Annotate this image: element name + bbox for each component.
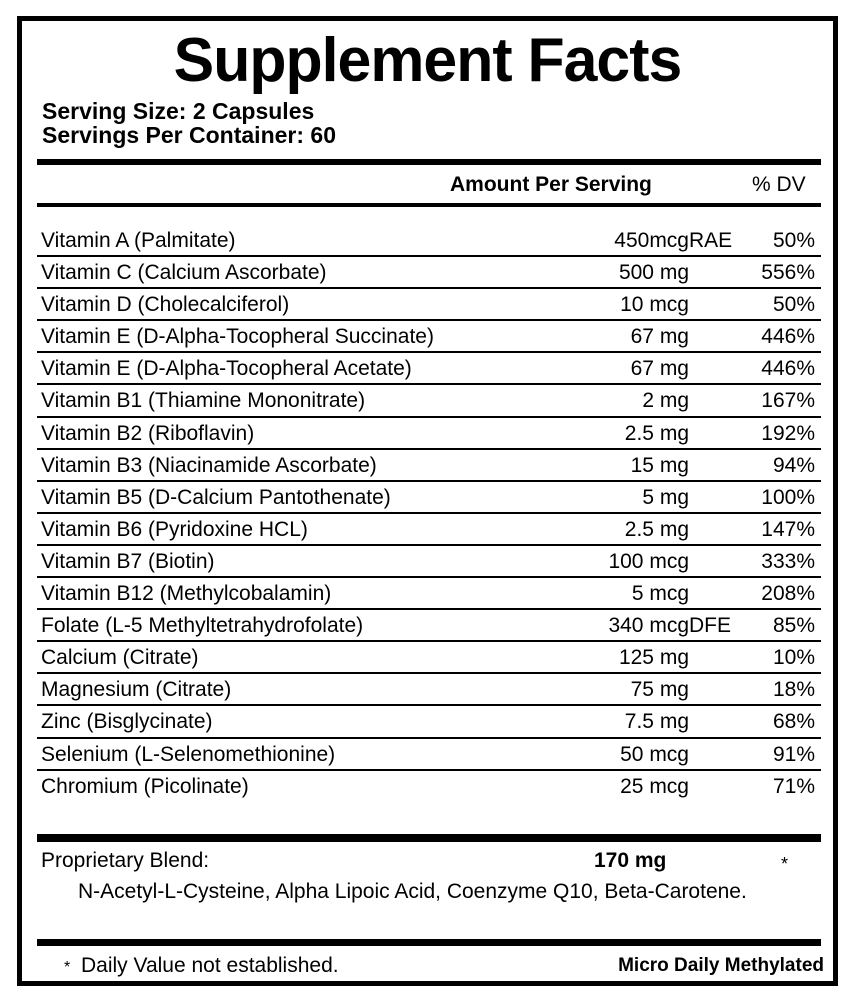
nutrient-dv: 91%: [772, 742, 815, 766]
nutrient-dv: 147%: [761, 517, 815, 541]
nutrient-dv: 71%: [772, 774, 815, 798]
nutrient-amount: 500 mg: [618, 261, 689, 285]
nutrient-amount: 25 mcg: [620, 774, 689, 798]
nutrient-name: Vitamin E (D-Alpha-Tocopheral Acetate): [41, 357, 412, 381]
nutrient-row: Vitamin E (D-Alpha-Tocopheral Succinate)…: [37, 321, 821, 354]
nutrient-row: Vitamin B5 (D-Calcium Pantothenate) 5 mg 1…: [37, 482, 821, 514]
nutrient-amount: 2.5 mg: [624, 517, 689, 541]
nutrient-dv: 18%: [772, 678, 815, 702]
nutrient-row: Vitamin D (Cholecalciferol) 10 mcg 50%: [37, 289, 821, 322]
nutrient-amount: 340 mcg: [608, 614, 689, 638]
nutrient-amount: 2.5 mg: [624, 421, 689, 445]
nutrient-row: Calcium (Citrate) 125 mg 10%: [37, 642, 821, 675]
nutrient-name: Vitamin B5 (D-Calcium Pantothenate): [41, 485, 391, 509]
nutrient-name: Vitamin B3 (Niacinamide Ascorbate): [41, 453, 377, 477]
nutrient-amount: 100 mcg: [608, 549, 689, 573]
nutrient-amount: 7.5 mg: [624, 710, 689, 734]
nutrient-name: Vitamin B2 (Riboflavin): [41, 421, 255, 445]
nutrient-amount: 450mcg: [614, 229, 689, 252]
divider-thick: [37, 834, 821, 842]
nutrient-amount: 75 mg: [630, 678, 689, 702]
nutrient-amount: 125 mg: [618, 646, 689, 670]
panel-title: Supplement Facts: [173, 26, 683, 95]
nutrient-name: Zinc (Bisglycinate): [41, 710, 213, 734]
product-name: Micro Daily Methylated: [618, 955, 824, 976]
nutrient-name: Vitamin E (D-Alpha-Tocopheral Succinate): [41, 325, 434, 349]
nutrient-dv: 68%: [772, 710, 815, 734]
nutrient-unit: RAE: [689, 229, 733, 252]
nutrient-row: Folate (L-5 Methyltetrahydrofolate) 340 m…: [37, 610, 821, 643]
nutrient-name: Vitamin A (Palmitate): [41, 229, 236, 252]
blend-name: Proprietary Blend:: [41, 849, 210, 872]
nutrient-row: Vitamin B3 (Niacinamide Ascorbate) 15 mg 9…: [37, 450, 821, 482]
nutrient-amount: 67 mg: [630, 325, 689, 349]
nutrient-dv: 446%: [761, 325, 815, 349]
nutrient-name: Vitamin B1 (Thiamine Mononitrate): [41, 389, 366, 413]
blend-dv: *: [781, 854, 789, 874]
divider-thick: [37, 939, 821, 946]
serving-info: Serving Size: 2 Capsules Servings Per Co…: [42, 99, 336, 147]
nutrient-dv: 94%: [772, 453, 815, 477]
blend-ingredients: N-Acetyl-L-Cysteine, Alpha Lipoic Acid, …: [78, 880, 747, 903]
nutrient-dv: 167%: [761, 389, 815, 413]
nutrient-name: Selenium (L-Selenomethionine): [41, 742, 336, 766]
nutrient-row: Magnesium (Citrate) 75 mg 18%: [37, 674, 821, 707]
nutrient-dv: 85%: [772, 614, 815, 638]
nutrient-amount: 10 mcg: [620, 293, 689, 317]
nutrient-amount: 67 mg: [630, 357, 689, 381]
nutrient-dv: 446%: [761, 357, 815, 381]
nutrient-dv: 333%: [761, 549, 815, 573]
nutrient-amount: 50 mcg: [620, 742, 689, 766]
nutrient-amount: 5 mcg: [631, 582, 689, 606]
nutrient-row: Vitamin A (Palmitate) 450mcg RAE 50%: [37, 225, 821, 258]
nutrient-name: Vitamin B12 (Methylcobalamin): [41, 582, 332, 606]
nutrient-name: Vitamin B7 (Biotin): [41, 549, 215, 573]
nutrient-name: Vitamin C (Calcium Ascorbate): [41, 261, 327, 285]
nutrient-row: Vitamin B12 (Methylcobalamin) 5 mcg 208%: [37, 578, 821, 611]
nutrient-table: Vitamin A (Palmitate) 450mcg RAE 50% Vitamin…: [37, 225, 821, 803]
nutrient-row: Vitamin B1 (Thiamine Mononitrate) 2 mg 167…: [37, 385, 821, 418]
nutrient-row: Chromium (Picolinate) 25 mcg 71%: [37, 771, 821, 803]
nutrient-row: Vitamin C (Calcium Ascorbate) 500 mg 556%: [37, 257, 821, 290]
nutrient-row: Zinc (Bisglycinate) 7.5 mg 68%: [37, 706, 821, 739]
nutrient-name: Magnesium (Citrate): [41, 678, 232, 702]
nutrient-amount: 2 mg: [642, 389, 689, 413]
nutrient-name: Vitamin D (Cholecalciferol): [41, 293, 290, 317]
header-dv: % DV: [752, 173, 806, 196]
divider-thick: [37, 159, 821, 165]
nutrient-dv: 100%: [761, 485, 815, 509]
nutrient-name: Folate (L-5 Methyltetrahydrofolate): [41, 614, 364, 638]
nutrient-name: Vitamin B6 (Pyridoxine HCL): [41, 517, 308, 541]
footnote-text: Daily Value not established.: [81, 954, 339, 977]
blend-amount: 170 mg: [594, 849, 667, 872]
header-amount: Amount Per Serving: [450, 173, 652, 196]
nutrient-row: Vitamin E (D-Alpha-Tocopheral Acetate) 67…: [37, 353, 821, 386]
nutrient-row: Vitamin B7 (Biotin) 100 mcg 333%: [37, 546, 821, 579]
supplement-facts-panel: Supplement Facts Serving Size: 2 Capsule…: [17, 16, 838, 986]
nutrient-dv: 50%: [772, 293, 815, 317]
nutrient-unit: DFE: [689, 614, 731, 638]
nutrient-dv: 50%: [772, 229, 815, 252]
nutrient-name: Calcium (Citrate): [41, 646, 199, 670]
nutrient-row: Vitamin B6 (Pyridoxine HCL) 2.5 mg 147%: [37, 514, 821, 546]
nutrient-amount: 5 mg: [642, 485, 689, 509]
nutrient-dv: 192%: [761, 421, 815, 445]
nutrient-dv: 10%: [772, 646, 815, 670]
nutrient-row: Selenium (L-Selenomethionine) 50 mcg 91%: [37, 739, 821, 771]
divider-header: [37, 203, 821, 207]
nutrient-dv: 556%: [761, 261, 815, 285]
footnote-asterisk: *: [64, 959, 71, 976]
servings-per-container: Servings Per Container: 60: [42, 122, 336, 148]
nutrient-dv: 208%: [761, 582, 815, 606]
nutrient-row: Vitamin B2 (Riboflavin) 2.5 mg 192%: [37, 418, 821, 450]
nutrient-amount: 15 mg: [630, 453, 689, 477]
nutrient-name: Chromium (Picolinate): [41, 774, 249, 798]
serving-size: Serving Size: 2 Capsules: [42, 98, 315, 124]
